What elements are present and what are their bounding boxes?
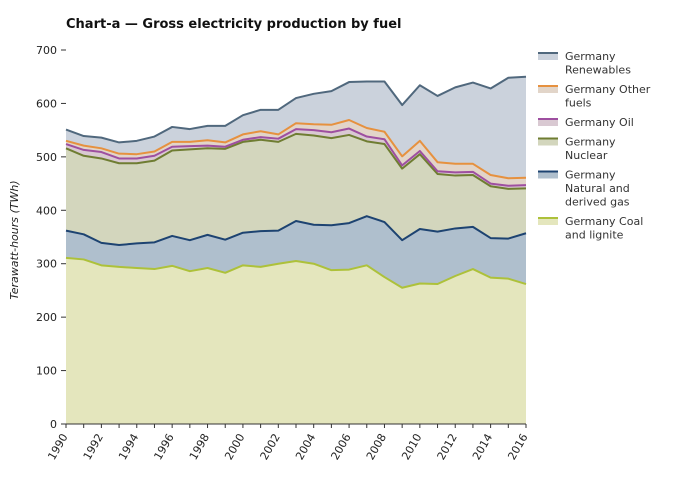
legend-label: Germany (565, 136, 616, 149)
legend-label: Germany Oil (565, 116, 634, 129)
legend-label: Natural and (565, 182, 630, 195)
x-tick-label: 2016 (505, 431, 530, 462)
legend-label: Nuclear (565, 149, 608, 162)
x-tick-label: 1990 (45, 431, 70, 462)
line-germany-renewables (65, 75, 527, 144)
x-tick-label: 2012 (435, 431, 460, 462)
legend-swatch (538, 218, 558, 225)
y-tick-label: 500 (36, 151, 57, 164)
legend-label: and lignite (565, 229, 624, 242)
legend-label: derived gas (565, 196, 630, 209)
line-germany-other-fuels (65, 118, 527, 180)
x-tick-label: 2010 (399, 431, 424, 462)
x-tick-label: 2014 (470, 431, 495, 462)
line-germany-natural-and-derived-gas (65, 215, 527, 247)
legend-label: Germany (565, 50, 616, 63)
y-tick-label: 700 (36, 44, 57, 57)
area-germany-coal-and-lignite (66, 257, 526, 424)
y-tick-label: 300 (36, 258, 57, 271)
line-germany-coal-and-lignite (65, 256, 527, 289)
chart-title: Chart-a — Gross electricity production b… (66, 17, 401, 32)
y-tick-label: 100 (36, 365, 57, 378)
x-tick-label: 2008 (364, 431, 389, 462)
x-tick-label: 2004 (293, 431, 318, 462)
legend-label: Germany Other (565, 83, 651, 96)
y-tick-label: 400 (36, 204, 57, 217)
legend-label: fuels (565, 97, 592, 110)
x-tick-label: 2000 (222, 431, 247, 462)
x-tick-label: 1996 (151, 431, 176, 462)
legend-label: Renewables (565, 64, 631, 77)
x-tick-label: 1992 (81, 431, 106, 462)
line-germany-nuclear (65, 132, 527, 190)
y-tick-label: 200 (36, 311, 57, 324)
x-tick-label: 2006 (328, 431, 353, 462)
x-tick-label: 2002 (258, 431, 283, 462)
legend-swatch (538, 119, 558, 126)
y-tick-label: 600 (36, 97, 57, 110)
line-germany-oil (65, 127, 527, 187)
area-germany-renewables (66, 76, 526, 179)
x-tick-label: 1994 (116, 431, 141, 462)
legend-swatch (538, 53, 558, 60)
legend-label: Germany (565, 169, 616, 182)
legend-swatch (538, 86, 558, 93)
legend-swatch (538, 171, 558, 179)
legend-swatch (538, 138, 558, 146)
series-lines (65, 75, 527, 289)
y-tick-label: 0 (50, 418, 57, 431)
legend-item-germany-oil: Germany Oil (538, 116, 634, 129)
area-germany-natural-and-derived-gas (66, 216, 526, 288)
x-tick-label: 1998 (187, 431, 212, 462)
legend-label: Germany Coal (565, 215, 643, 228)
y-axis-label: Terawatt-hours (TWh) (8, 180, 21, 299)
